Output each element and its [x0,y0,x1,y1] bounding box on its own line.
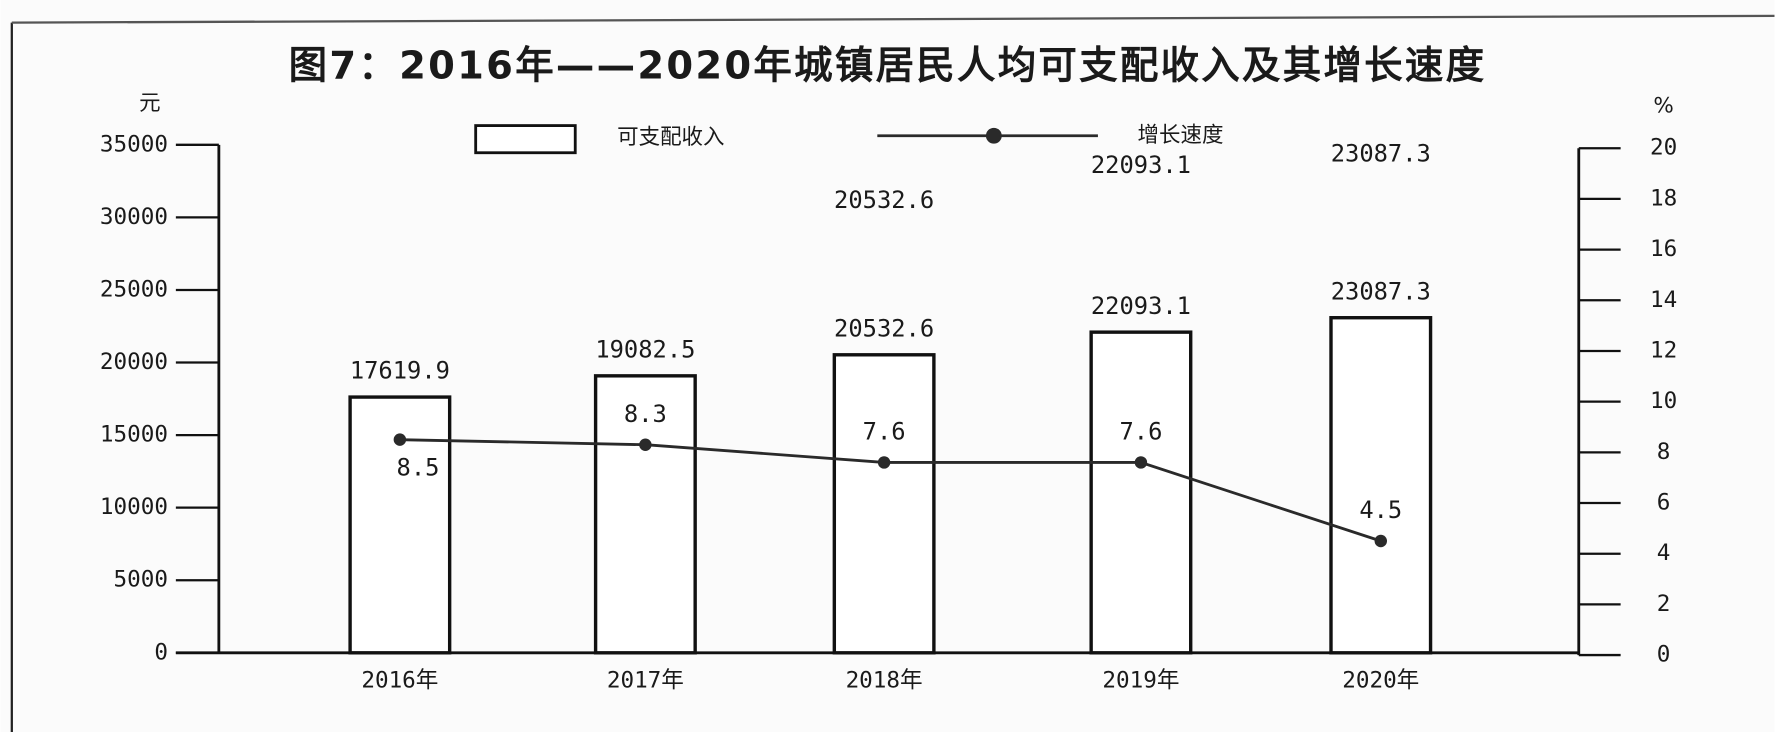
legend-label: 增长速度 [1138,123,1224,148]
legend-label: 可支配收入 [617,125,724,150]
growth-point [1374,534,1388,548]
annotation: 22093.1 [1091,151,1191,179]
y-tick-label: 0 [154,639,168,665]
line-value-label: 7.6 [863,418,906,446]
bar-value-label: 22093.1 [1091,292,1191,320]
y2-axis-unit: % [1653,93,1673,118]
x-tick-label: 2019年 [1102,668,1179,694]
y2-tick-label: 12 [1650,337,1677,363]
bar-value-label: 23087.3 [1331,277,1431,305]
y2-tick-label: 14 [1650,287,1677,313]
bar [1089,330,1193,655]
frame-top [11,14,1775,24]
bar [593,374,697,655]
line-value-label: 4.5 [1359,496,1402,524]
y2-tick-label: 10 [1650,388,1677,414]
annotation: 20532.6 [834,186,934,214]
y2-tick-label: 2 [1657,591,1671,617]
legend-swatch-point [985,127,1002,144]
x-tick-label: 2018年 [846,668,923,694]
y-tick-label: 30000 [100,204,168,230]
bar-value-label: 20532.6 [834,314,934,342]
y2-tick-label: 4 [1657,540,1671,566]
legend-swatch-bar [474,124,577,155]
x-tick-label: 2020年 [1342,668,1419,694]
bar [1329,316,1433,655]
line-value-label: 8.5 [397,454,440,482]
y-tick-label: 35000 [100,131,168,157]
x-tick-label: 2016年 [361,668,438,694]
growth-point [393,433,407,446]
bar-value-label: 17619.9 [350,357,450,385]
y2-tick-label: 18 [1650,185,1677,211]
y2-tick-label: 6 [1657,490,1671,516]
y2-tick-label: 16 [1650,236,1677,262]
y-tick-label: 5000 [113,567,167,593]
x-tick-label: 2017年 [607,668,684,694]
bar-value-label: 19082.5 [595,335,695,363]
y2-tick-label: 20 [1650,135,1677,161]
growth-point [639,438,652,451]
annotation: 23087.3 [1331,139,1431,167]
growth-point [1134,456,1148,469]
line-value-label: 7.6 [1119,418,1162,446]
y2-tick-label: 0 [1657,642,1671,668]
y-tick-label: 15000 [100,422,168,448]
growth-point [877,456,891,469]
bar [832,353,936,655]
line-value-label: 8.3 [624,400,667,428]
y2-tick-label: 8 [1657,439,1671,465]
chart-title: 图7：2016年——2020年城镇居民人均可支配收入及其增长速度 [289,43,1487,88]
y-axis-unit: 元 [139,91,160,116]
y-tick-label: 10000 [100,494,168,520]
y-tick-label: 20000 [100,349,168,375]
y-tick-label: 25000 [100,276,168,302]
